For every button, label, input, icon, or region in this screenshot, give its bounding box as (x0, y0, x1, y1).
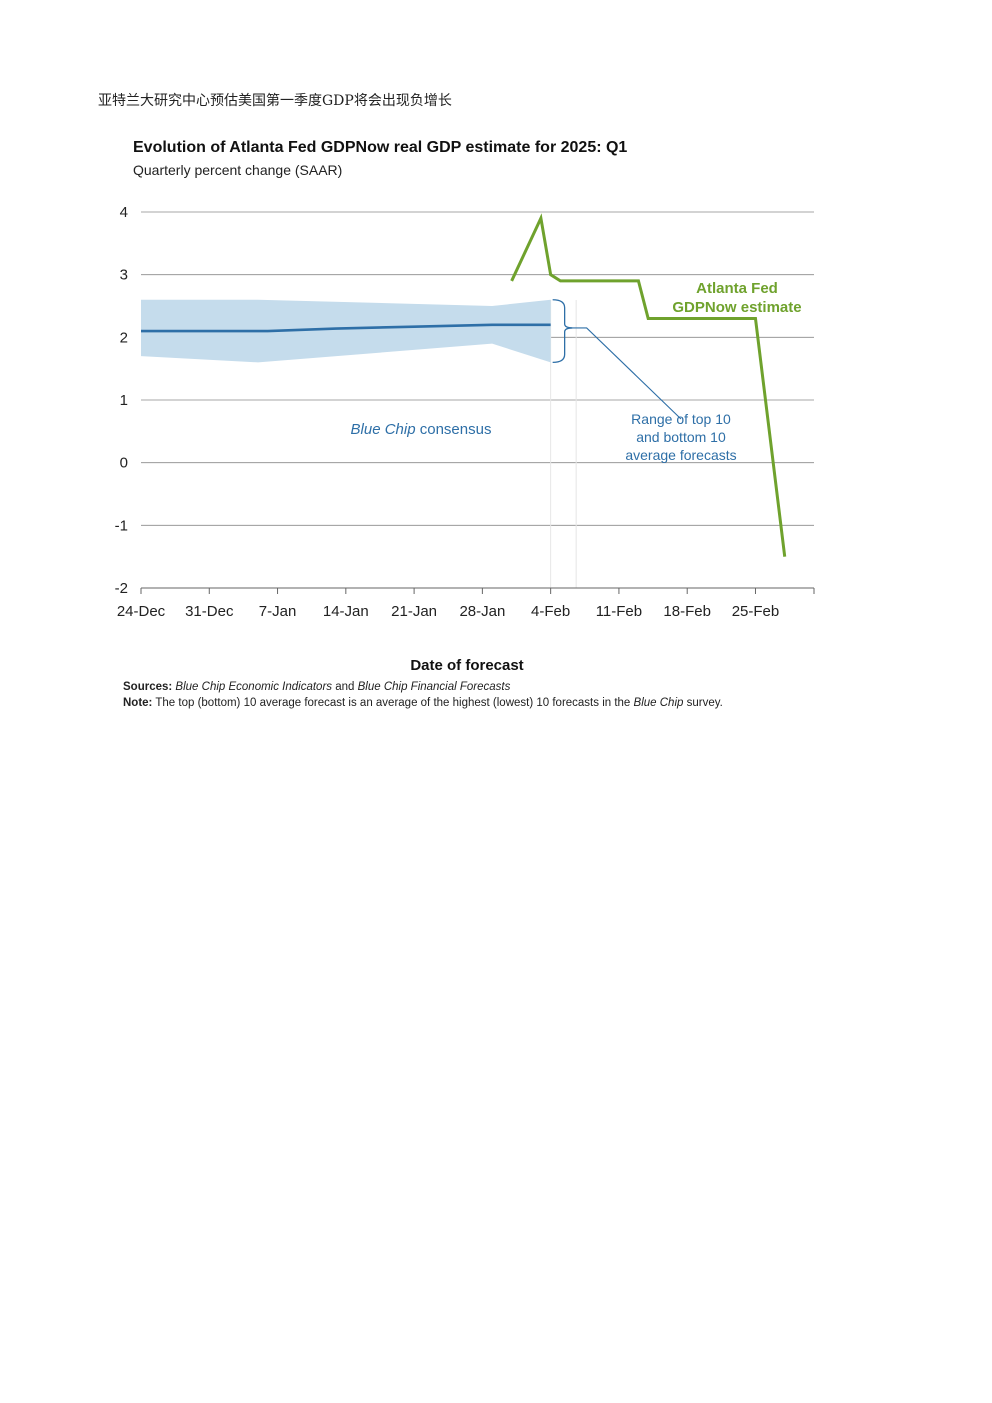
line-layer (141, 213, 787, 557)
sources-and: and (332, 681, 358, 693)
y-tick-label: -2 (115, 580, 128, 597)
range-label-line: average forecasts (625, 447, 736, 463)
page-heading: 亚特兰大研究中心预估美国第一季度GDP将会出现负增长 (98, 93, 452, 109)
range-brace (552, 299, 573, 364)
chart-subtitle: Quarterly percent change (SAAR) (133, 162, 343, 178)
note-line: Note: The top (bottom) 10 average foreca… (123, 695, 763, 711)
x-tick-label: 14-Jan (323, 603, 369, 620)
x-tick-label: 24-Dec (117, 603, 166, 620)
note-label: Note: (123, 697, 153, 709)
chart-footer: Sources: Blue Chip Economic Indicators a… (123, 679, 763, 711)
y-tick-label: -1 (115, 517, 128, 534)
sources-italic-2: Blue Chip Financial Forecasts (357, 681, 511, 693)
grid-layer (141, 211, 814, 588)
y-tick-label: 3 (120, 267, 128, 284)
x-tick-label: 31-Dec (185, 603, 234, 620)
bluechip-label: Blue Chip consensus (351, 421, 492, 438)
axis-layer: 4 3 2 1 0 -1 -2 24-Dec 31-Dec 7-Jan 14-Jan 21-Jan 28… (115, 204, 815, 674)
band-layer (141, 299, 551, 363)
gdpnow-label-line: GDPNow estimate (672, 299, 801, 316)
x-tick-label: 28-Jan (459, 603, 505, 620)
annotation-layer: Blue Chip consensus Range of top 10 and bo… (351, 280, 802, 463)
range-label-line: Range of top 10 (631, 411, 731, 427)
sources-italic-1: Blue Chip Economic Indicators (175, 681, 333, 693)
gdpnow-line (510, 213, 787, 557)
sources-label: Sources: (123, 681, 173, 693)
y-tick-label: 0 (120, 455, 128, 472)
bluechip-consensus-line (141, 323, 551, 333)
note-text: The top (bottom) 10 average forecast is … (152, 697, 634, 709)
y-tick-label: 4 (120, 204, 128, 221)
gdp-chart: 4 3 2 1 0 -1 -2 24-Dec 31-Dec 7-Jan 14-Jan 21-Jan 28… (115, 204, 815, 674)
x-tick-label: 7-Jan (259, 603, 297, 620)
bluechip-label-italic: Blue Chip (351, 421, 416, 438)
x-tick-label: 18-Feb (663, 603, 711, 620)
range-band (141, 299, 551, 363)
y-tick-label: 1 (120, 392, 128, 409)
sources-line: Sources: Blue Chip Economic Indicators a… (123, 679, 763, 695)
chart-title: Evolution of Atlanta Fed GDPNow real GDP… (133, 139, 628, 156)
note-end: survey. (683, 697, 723, 709)
x-axis-title: Date of forecast (410, 657, 523, 674)
note-italic: Blue Chip (633, 697, 684, 709)
gdpnow-label-line: Atlanta Fed (696, 280, 778, 297)
y-tick-label: 2 (120, 329, 128, 346)
x-tick-label: 21-Jan (391, 603, 437, 620)
x-tick-label: 4-Feb (531, 603, 570, 620)
bluechip-label-rest: consensus (416, 421, 492, 438)
range-label-line: and bottom 10 (636, 429, 726, 445)
range-leader-line (572, 327, 682, 420)
x-tick-label: 25-Feb (732, 603, 780, 620)
x-tick-label: 11-Feb (596, 603, 642, 620)
